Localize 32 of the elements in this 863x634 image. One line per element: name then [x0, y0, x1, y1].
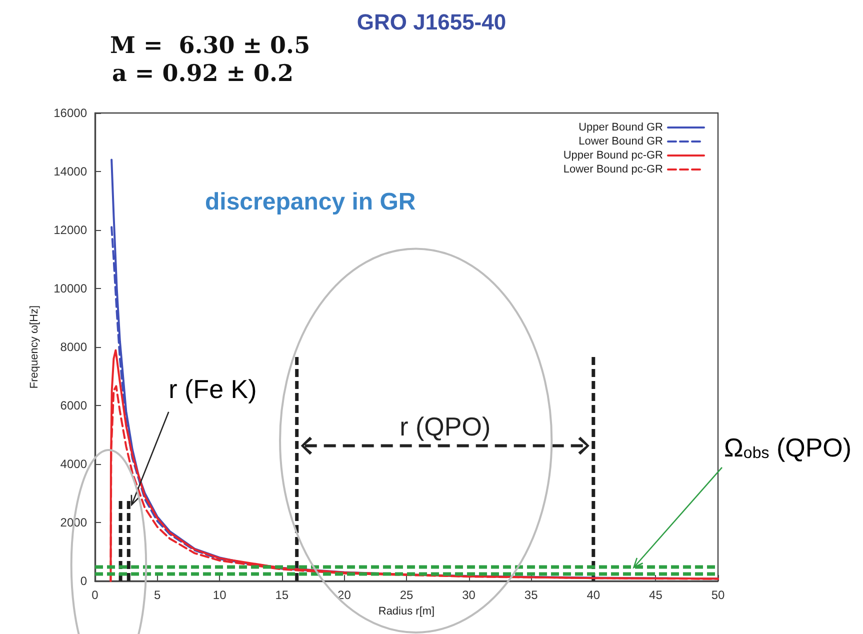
x-tick-label: 50 — [711, 588, 725, 602]
y-tick-label: 6000 — [60, 398, 88, 412]
x-tick-label: 5 — [154, 588, 161, 602]
y-tick-label: 2000 — [60, 516, 88, 530]
text: a = 0.92 ± 0.2 — [112, 60, 294, 87]
x-tick-label: 10 — [212, 588, 227, 602]
x-tick-label: 45 — [649, 588, 663, 602]
legend-label: Upper Bound GR — [578, 122, 664, 134]
x-axis-title: Radius r[m] — [378, 605, 435, 618]
y-tick-label: 16000 — [54, 106, 88, 120]
legend-label: Lower Bound GR — [578, 136, 664, 148]
chart-title: GRO J1655-40 — [356, 10, 506, 34]
y-axis-title: Frequency ω[Hz] — [28, 305, 40, 389]
annotation: Ωobs (QPO) — [724, 432, 852, 462]
y-tick-label: 12000 — [54, 223, 88, 237]
annotation: discrepancy in GR — [205, 188, 416, 216]
legend-label: Upper Bound pc-GR — [563, 150, 664, 162]
x-tick-label: 15 — [275, 588, 289, 602]
x-tick-label: 30 — [462, 588, 476, 602]
y-tick-label: 10000 — [54, 282, 88, 296]
y-tick-label: 4000 — [60, 457, 88, 471]
x-tick-label: 40 — [586, 588, 600, 602]
legend-label: Lower Bound pc-GR — [563, 164, 664, 176]
x-tick-label: 0 — [92, 588, 99, 602]
text: M = 6.30 ± 0.5 — [110, 32, 310, 59]
y-tick-label: 0 — [80, 574, 88, 588]
y-tick-label: 8000 — [60, 340, 88, 354]
x-tick-label: 35 — [524, 588, 538, 602]
x-tick-label: 25 — [400, 588, 414, 602]
annotation: r (Fe K) — [168, 374, 257, 404]
annotation: r (QPO) — [400, 412, 491, 442]
y-tick-label: 14000 — [54, 164, 88, 178]
